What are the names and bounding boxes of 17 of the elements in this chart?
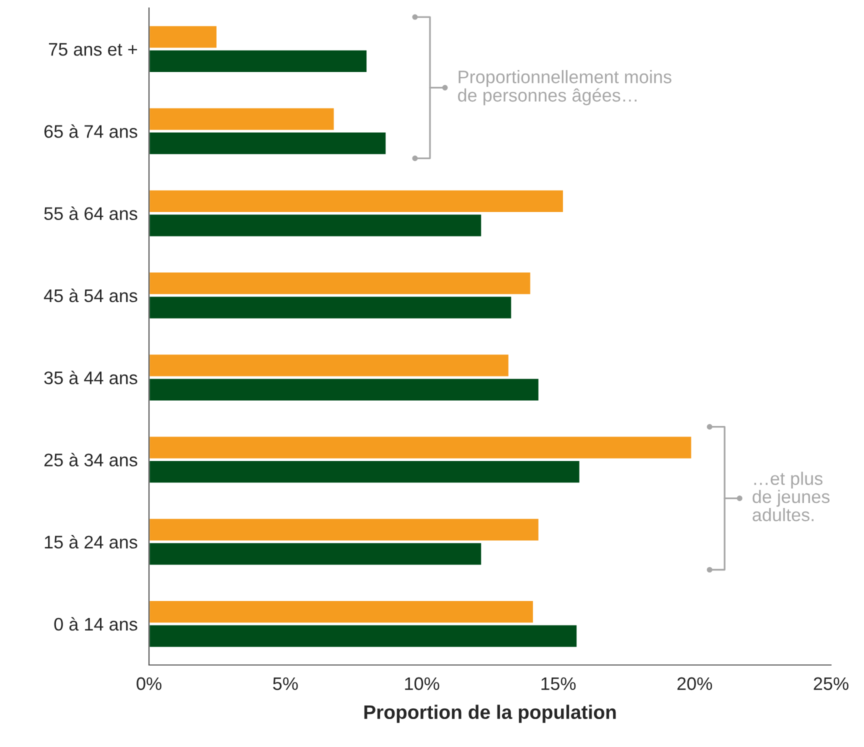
y-tick-label: 35 à 44 ans [44,370,138,384]
x-tick-label: 0% [136,677,162,690]
annotation: …et plus de jeunes adultes. [752,472,830,522]
y-tick-label: 0 à 14 ans [54,617,138,631]
x-tick-label: 20% [677,677,712,690]
y-tick-label: 45 à 54 ans [44,288,138,302]
x-tick-label: 10% [405,677,440,690]
annotation: Proportionnellement moins de personnes âgées… [458,70,672,106]
x-axis-title: Proportion de la population [364,704,616,723]
x-tick-label: 5% [273,677,298,690]
x-tick-label: 25% [814,677,848,690]
y-tick-label: 15 à 24 ans [44,535,138,549]
y-tick-label: 65 à 74 ans [44,124,138,138]
y-tick-label: 75 ans et + [48,43,138,56]
y-tick-label: 25 à 34 ans [44,452,138,466]
y-tick-label: 55 à 64 ans [44,206,138,220]
x-tick-label: 15% [542,677,576,690]
